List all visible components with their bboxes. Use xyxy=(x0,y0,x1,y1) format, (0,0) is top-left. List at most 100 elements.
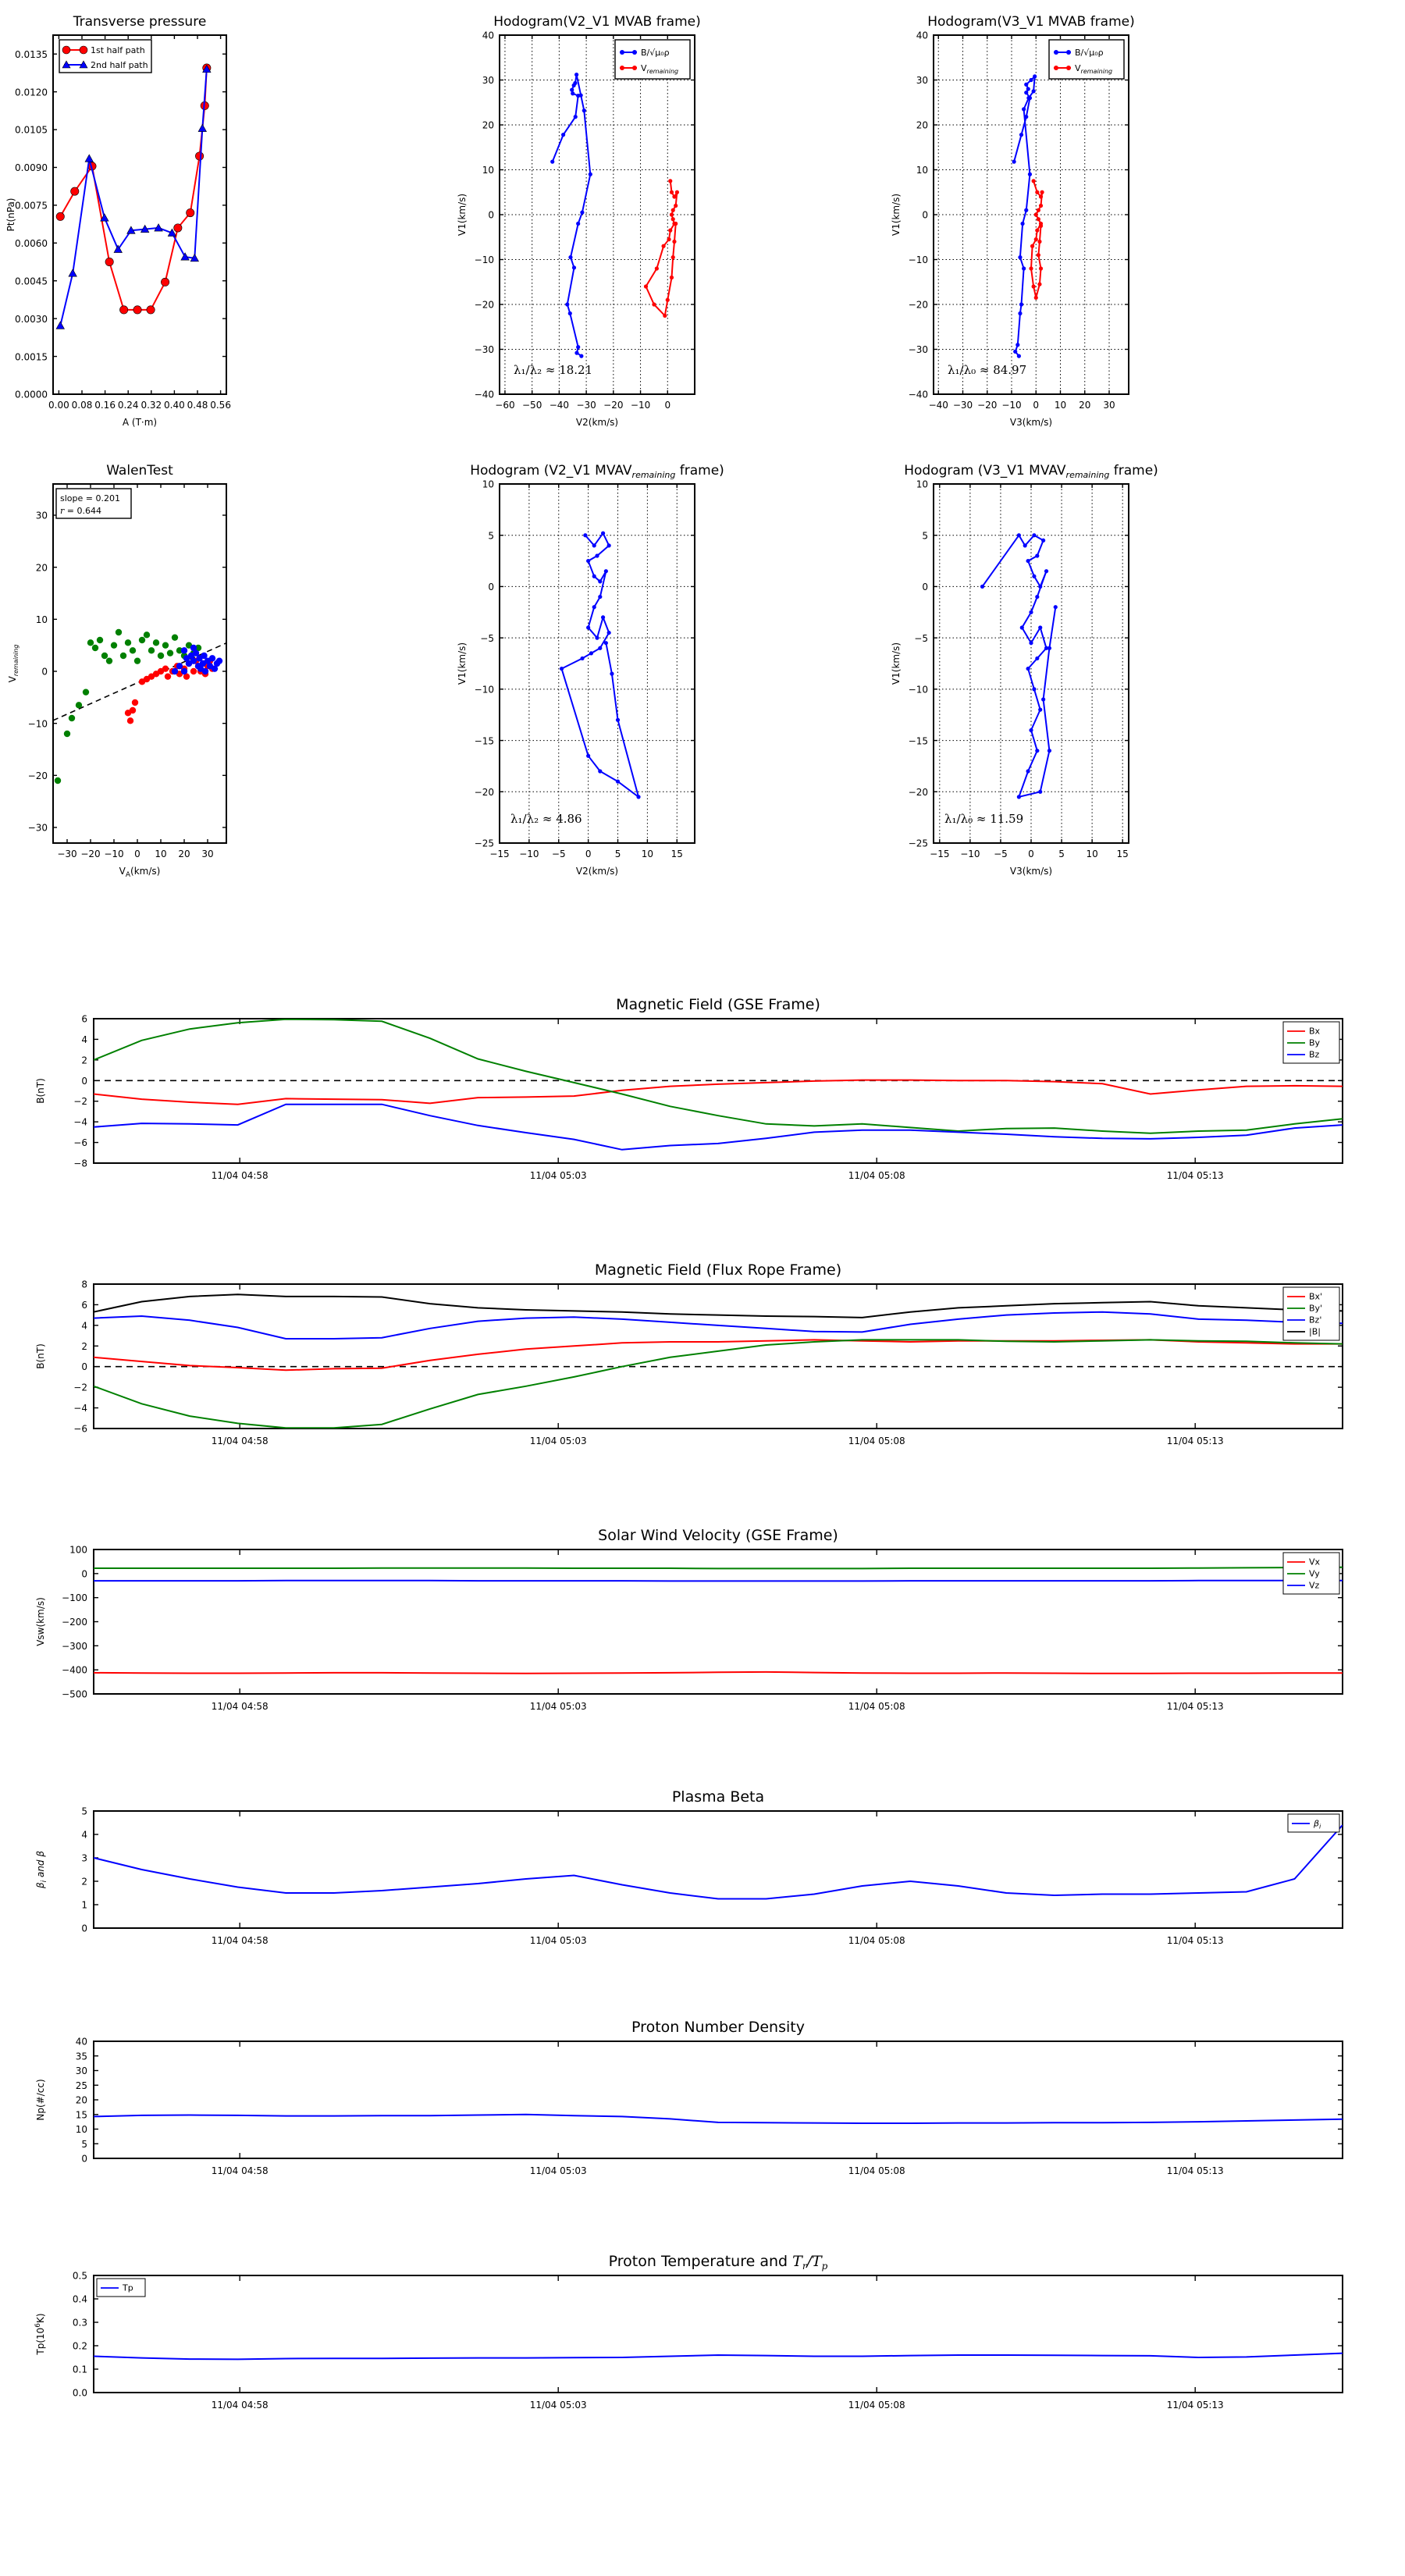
data-point xyxy=(1019,133,1024,137)
y-tick-label: −6 xyxy=(73,1137,87,1148)
data-point xyxy=(571,91,575,96)
x-tick-label: 11/04 04:58 xyxy=(212,1436,269,1446)
x-tick-label: 11/04 05:03 xyxy=(530,1935,587,1946)
data-point xyxy=(1030,244,1035,248)
legend-marker xyxy=(79,60,88,69)
x-tick-label: 11/04 04:58 xyxy=(212,1935,269,1946)
series-line-0 xyxy=(94,1670,1343,1674)
y-tick-label: 0.0075 xyxy=(15,201,48,212)
y-axis-label: Vsw(km/s) xyxy=(35,1597,46,1646)
data-point xyxy=(201,652,208,660)
x-tick-label: 0.08 xyxy=(72,400,93,411)
series-line-0 xyxy=(1013,74,1036,357)
data-point xyxy=(568,255,573,260)
data-point xyxy=(1016,343,1020,347)
panel-title: Solar Wind Velocity (GSE Frame) xyxy=(598,1527,838,1544)
legend-marker xyxy=(62,60,71,69)
data-point xyxy=(615,717,621,722)
data-point xyxy=(1026,95,1031,101)
data-point xyxy=(643,284,649,289)
data-point xyxy=(105,657,113,664)
data-point xyxy=(600,531,606,535)
panel-magnetic-field-flux-rope: Magnetic Field (Flux Rope Frame) −6 −4 −2 0 2… xyxy=(35,1261,1343,1446)
legend-label: B/√μ₀ρ xyxy=(1075,48,1104,58)
data-point xyxy=(1022,266,1026,271)
data-point xyxy=(567,311,572,316)
legend-marker xyxy=(1066,50,1071,55)
y-tick-label: −8 xyxy=(73,1158,87,1169)
data-point xyxy=(162,665,169,672)
y-tick-label: −4 xyxy=(73,1403,87,1414)
y-tick-label: 10 xyxy=(482,165,494,176)
series-line-1 xyxy=(94,1566,1343,1570)
y-tick-label: 40 xyxy=(482,30,494,41)
data-point xyxy=(161,277,170,286)
data-point xyxy=(87,639,94,646)
series-layer xyxy=(94,1566,1343,1674)
y-tick-label: 2 xyxy=(81,1877,87,1888)
x-tick-label: 11/04 05:13 xyxy=(1167,1170,1224,1181)
y-tick-label: 0 xyxy=(41,667,48,678)
legend-label: Bx xyxy=(1309,1026,1321,1037)
data-point xyxy=(1044,646,1049,650)
y-tick-label: −20 xyxy=(475,787,494,798)
data-point xyxy=(598,769,603,774)
x-tick-label: 0 xyxy=(1028,849,1034,859)
y-tick-label: 0 xyxy=(488,210,494,221)
data-point xyxy=(215,657,223,664)
y-tick-label: 0.5 xyxy=(73,2271,87,2282)
data-point xyxy=(1032,687,1037,692)
y-tick-label: 20 xyxy=(36,562,48,573)
y-tick-label: 0 xyxy=(81,1076,87,1087)
x-tick-label: 0.00 xyxy=(48,400,69,411)
data-point xyxy=(980,584,985,589)
x-tick-label: 11/04 04:58 xyxy=(212,1170,269,1181)
y-tick-label: 5 xyxy=(81,1806,87,1817)
data-point xyxy=(124,639,132,646)
series-layer xyxy=(980,533,1058,799)
data-point xyxy=(55,321,65,329)
panel-title: Transverse pressure xyxy=(73,14,207,30)
data-point xyxy=(592,574,596,578)
x-tick-label: 15 xyxy=(671,849,683,859)
panel-title: Magnetic Field (Flux Rope Frame) xyxy=(595,1261,841,1279)
series-layer xyxy=(1012,74,1044,358)
legend-label: B/√μ₀ρ xyxy=(641,48,670,58)
y-tick-label: 0.0030 xyxy=(15,314,48,325)
series-layer xyxy=(94,1824,1343,1900)
y-tick-label: −25 xyxy=(475,838,494,849)
series-line-0 xyxy=(94,1079,1343,1105)
panel-title: Plasma Beta xyxy=(672,1788,764,1806)
y-tick-label: 0.4 xyxy=(73,2294,87,2305)
x-tick-label: 11/04 05:08 xyxy=(848,1935,905,1946)
y-tick-label: −20 xyxy=(909,300,928,311)
y-axis-label: Np(#/cc) xyxy=(35,2079,46,2120)
eigenvalue-ratio-annotation: λ₁/λ₀ ≈ 84.97 xyxy=(948,363,1026,377)
data-point xyxy=(576,221,581,226)
legend-marker xyxy=(1054,66,1058,70)
y-tick-label: −20 xyxy=(909,787,928,798)
x-tick-label: 11/04 05:08 xyxy=(848,1701,905,1712)
y-tick-label: 5 xyxy=(922,530,928,541)
data-point xyxy=(1038,625,1043,630)
x-tick-label: 0.48 xyxy=(187,400,208,411)
data-point xyxy=(598,579,603,584)
data-point xyxy=(1016,795,1021,799)
legend-box xyxy=(614,39,691,80)
x-tick-label: 11/04 05:03 xyxy=(530,1170,587,1181)
x-tick-label: −15 xyxy=(930,849,949,859)
series-layer xyxy=(559,531,641,799)
panel-hodogram-v2v1-mvab: Hodogram(V2_V1 MVAB frame) −60 −50 −40 −30 −2… xyxy=(457,14,701,428)
data-point xyxy=(1036,217,1040,222)
data-point xyxy=(1031,179,1036,183)
data-point xyxy=(180,647,188,654)
y-tick-label: 10 xyxy=(916,165,928,176)
x-tick-label: 11/04 05:03 xyxy=(530,2165,587,2176)
y-tick-label: 10 xyxy=(76,2124,87,2135)
data-point xyxy=(1029,266,1033,271)
y-tick-label: 4 xyxy=(81,1830,87,1841)
data-point xyxy=(190,253,200,262)
panel-proton-number-density: Proton Number Density 0 5 10 15 20 25 30 35 40 11/… xyxy=(35,2019,1343,2176)
y-tick-label: 6 xyxy=(81,1014,87,1025)
